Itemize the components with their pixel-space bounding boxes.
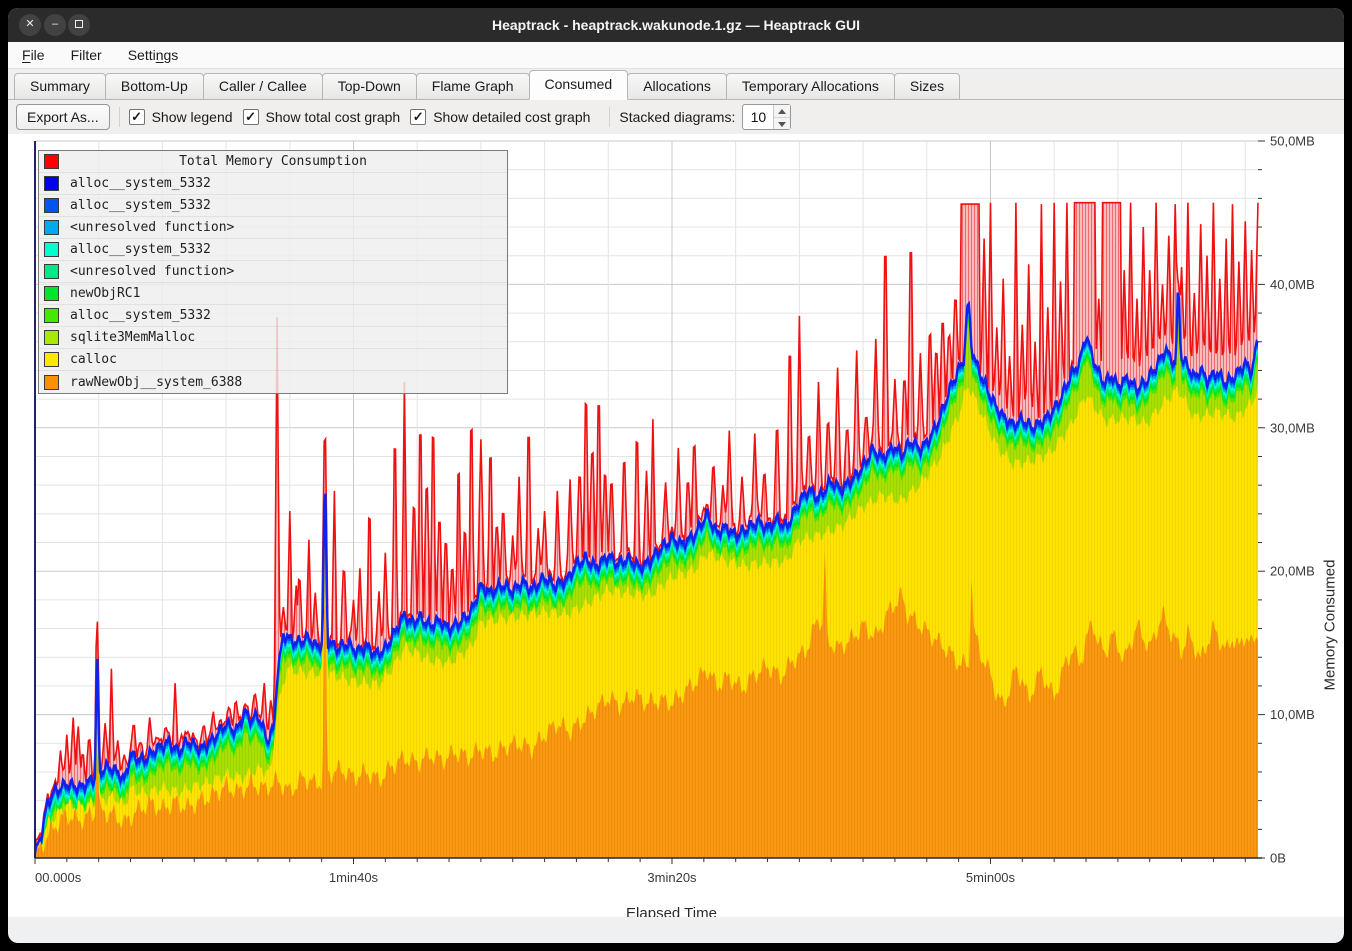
checkbox-label: Show legend	[152, 109, 233, 125]
y-tick-label: 30,0MB	[1270, 420, 1315, 435]
chart-legend: Total Memory Consumption alloc__system_53…	[38, 150, 508, 394]
tab-top-down[interactable]: Top-Down	[322, 73, 417, 100]
legend-label: alloc__system_5332	[70, 308, 211, 323]
title-bar: ✕ – Heaptrack - heaptrack.wakunode.1.gz …	[8, 8, 1344, 42]
checkbox-group: ✓ Show legend ✓ Show total cost graph ✓ Show …	[129, 109, 601, 125]
arrow-down-icon	[778, 122, 786, 127]
menu-item-file[interactable]: File	[22, 47, 45, 63]
menu-item-settings[interactable]: Settings	[128, 47, 179, 63]
legend-label: newObjRC1	[70, 286, 140, 301]
y-tick-label: 20,0MB	[1270, 564, 1315, 579]
legend-swatch	[44, 352, 59, 367]
x-tick-label: 1min40s	[329, 870, 379, 885]
legend-label: alloc__system_5332	[70, 198, 211, 213]
legend-entry: alloc__system_5332	[39, 195, 507, 217]
checkbox-box[interactable]: ✓	[410, 109, 426, 125]
legend-swatch	[44, 176, 59, 191]
legend-label: calloc	[70, 352, 117, 367]
menu-item-filter[interactable]: Filter	[71, 47, 102, 63]
tab-bottom-up[interactable]: Bottom-Up	[105, 73, 204, 100]
y-tick-label: 50,0MB	[1270, 134, 1315, 149]
y-tick-label: 10,0MB	[1270, 707, 1315, 722]
x-tick-label: 5min00s	[966, 870, 1016, 885]
legend-swatch	[44, 264, 59, 279]
window-title: Heaptrack - heaptrack.wakunode.1.gz — He…	[8, 8, 1344, 42]
checkbox-box[interactable]: ✓	[243, 109, 259, 125]
spinbox-buttons	[773, 105, 790, 129]
legend-title: Total Memory Consumption	[59, 154, 507, 169]
checkbox-label: Show detailed cost graph	[433, 109, 590, 125]
spinbox-value[interactable]: 10	[743, 105, 773, 129]
legend-swatch	[44, 308, 59, 323]
tab-summary[interactable]: Summary	[14, 73, 106, 100]
tab-caller-callee[interactable]: Caller / Callee	[203, 73, 323, 100]
legend-swatch	[44, 220, 59, 235]
legend-entry: rawNewObj__system_6388	[39, 371, 507, 393]
menu-bar: File Filter Settings	[8, 42, 1344, 69]
legend-label: alloc__system_5332	[70, 242, 211, 257]
arrow-up-icon	[778, 109, 786, 114]
x-tick-label: 3min20s	[647, 870, 697, 885]
y-tick-label: 0B	[1270, 851, 1286, 866]
x-axis-title: Elapsed Time	[626, 905, 717, 917]
legend-label: sqlite3MemMalloc	[70, 330, 195, 345]
tab-allocations[interactable]: Allocations	[627, 73, 727, 100]
y-axis-title: Memory Consumed	[1322, 560, 1339, 691]
consumed-chart-area[interactable]: 00.000s 1min40s 3min20s 5min00s Elapsed Time…	[8, 134, 1344, 917]
checkbox-label: Show total cost graph	[266, 109, 401, 125]
legend-label: <unresolved function>	[70, 220, 234, 235]
toolbar-separator	[119, 107, 120, 127]
tab-bar: SummaryBottom-UpCaller / CalleeTop-DownF…	[8, 69, 1344, 100]
legend-swatch	[44, 375, 59, 390]
legend-label: <unresolved function>	[70, 264, 234, 279]
checkbox-show-detailed-cost-graph[interactable]: ✓ Show detailed cost graph	[410, 109, 590, 125]
stacked-diagrams-spinbox[interactable]: 10	[742, 104, 791, 130]
tab-flame-graph[interactable]: Flame Graph	[416, 73, 530, 100]
checkbox-show-legend[interactable]: ✓ Show legend	[129, 109, 233, 125]
legend-swatch	[44, 286, 59, 301]
legend-label: alloc__system_5332	[70, 176, 211, 191]
legend-title-row: Total Memory Consumption	[39, 151, 507, 173]
legend-entry: newObjRC1	[39, 283, 507, 305]
legend-entry: calloc	[39, 349, 507, 371]
spin-up-button[interactable]	[774, 105, 790, 118]
legend-swatch-total	[44, 154, 59, 169]
tab-temporary-allocations[interactable]: Temporary Allocations	[726, 73, 895, 100]
app-window: ✕ – Heaptrack - heaptrack.wakunode.1.gz …	[8, 8, 1344, 943]
legend-entry: <unresolved function>	[39, 261, 507, 283]
toolbar: Export As... ✓ Show legend ✓ Show total cos…	[8, 100, 1344, 134]
tab-consumed[interactable]: Consumed	[529, 70, 629, 100]
legend-entry: alloc__system_5332	[39, 239, 507, 261]
checkbox-box[interactable]: ✓	[129, 109, 145, 125]
legend-swatch	[44, 242, 59, 257]
legend-swatch	[44, 198, 59, 213]
legend-entry: alloc__system_5332	[39, 173, 507, 195]
tab-sizes[interactable]: Sizes	[894, 73, 960, 100]
y-tick-label: 40,0MB	[1270, 277, 1315, 292]
legend-entry: alloc__system_5332	[39, 305, 507, 327]
legend-label: rawNewObj__system_6388	[70, 375, 242, 390]
legend-swatch	[44, 330, 59, 345]
export-as-button[interactable]: Export As...	[16, 104, 110, 130]
legend-entry: <unresolved function>	[39, 217, 507, 239]
stacked-diagrams-label: Stacked diagrams:	[619, 109, 735, 125]
toolbar-separator	[609, 107, 610, 127]
legend-entry: sqlite3MemMalloc	[39, 327, 507, 349]
x-tick-label: 00.000s	[35, 870, 82, 885]
spin-down-button[interactable]	[774, 118, 790, 130]
checkbox-show-total-cost-graph[interactable]: ✓ Show total cost graph	[243, 109, 401, 125]
